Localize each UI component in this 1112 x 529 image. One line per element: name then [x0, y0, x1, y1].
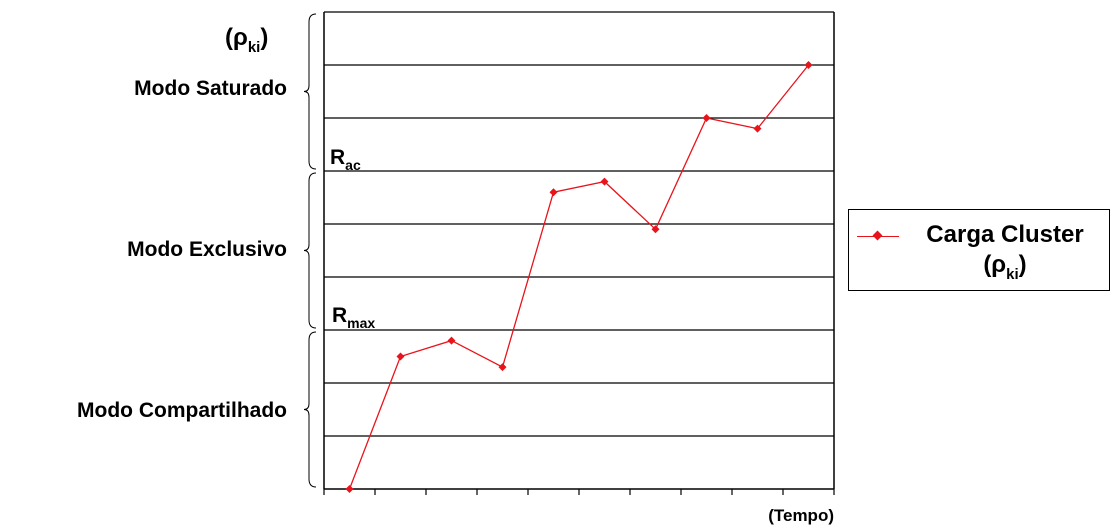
legend-diamond-icon — [872, 230, 883, 241]
legend: Carga Cluster (ρki) — [848, 209, 1110, 291]
data-point — [702, 114, 711, 122]
data-point — [600, 177, 609, 186]
mode-brace — [303, 13, 317, 170]
data-point — [753, 124, 762, 133]
series-line — [348, 64, 810, 490]
data-point — [447, 336, 456, 345]
threshold-rmax-label: Rmax — [332, 304, 375, 331]
legend-title: Carga Cluster — [926, 221, 1084, 248]
mode-saturado-label: Modo Saturado — [134, 77, 287, 100]
x-ticks — [323, 489, 835, 495]
mode-braces — [303, 13, 317, 488]
data-point — [345, 485, 354, 493]
data-point — [549, 188, 558, 197]
mode-brace — [303, 331, 317, 488]
data-point — [651, 225, 660, 234]
mode-exclusivo-label: Modo Exclusivo — [127, 238, 287, 261]
mode-compartilhado-label: Modo Compartilhado — [77, 399, 287, 422]
x-axis-label: (Tempo) — [768, 506, 834, 525]
data-point — [396, 352, 405, 361]
legend-label: Carga Cluster (ρki) — [905, 220, 1105, 283]
grid-lines — [324, 11, 834, 437]
threshold-rac-label: Rac — [330, 146, 361, 173]
y-axis-label: (ρki) — [225, 24, 268, 56]
series-carga-cluster — [345, 61, 813, 493]
mode-brace — [303, 172, 317, 329]
data-point — [804, 61, 813, 69]
legend-subtitle: (ρki) — [983, 251, 1027, 283]
data-point — [498, 363, 507, 372]
